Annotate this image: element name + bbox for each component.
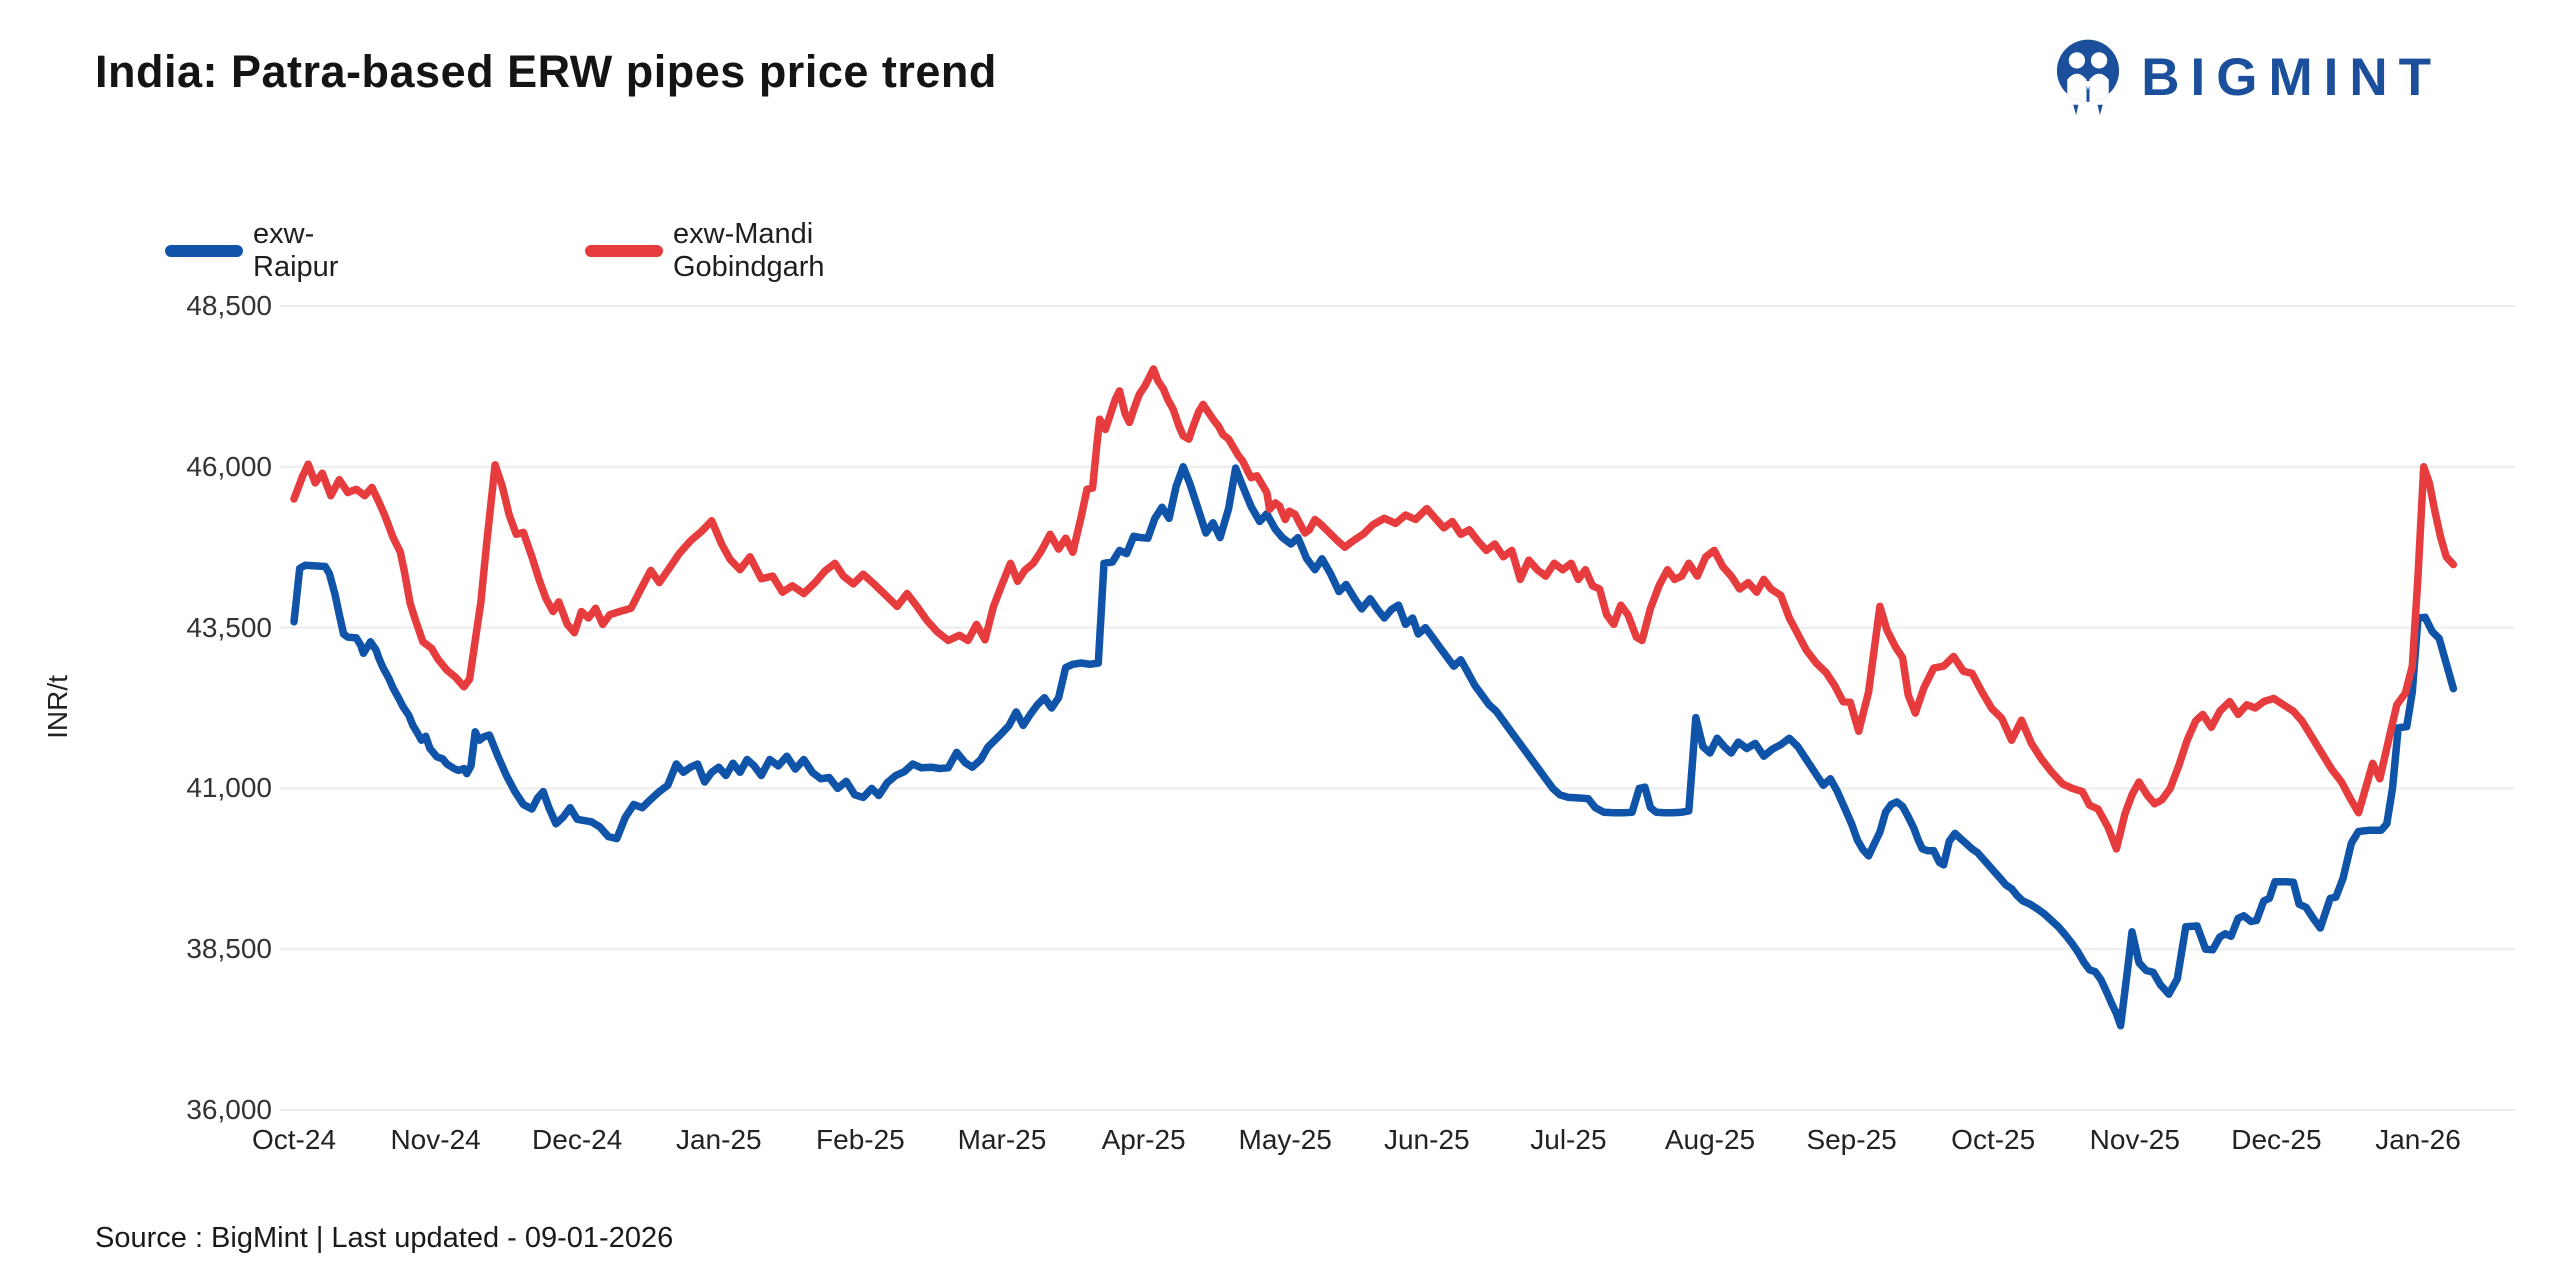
source-note: Source : BigMint | Last updated - 09-01-… bbox=[95, 1222, 674, 1254]
x-tick-May-25: May-25 bbox=[1238, 1124, 1332, 1155]
bigmint-logo-text: BIGMINT bbox=[2141, 47, 2442, 107]
x-tick-Oct-24: Oct-24 bbox=[251, 1124, 337, 1155]
y-tick-48,500: 48,500 bbox=[186, 290, 272, 321]
x-tick-Nov-24: Nov-24 bbox=[390, 1124, 481, 1155]
legend-label-mandi-gobindgarh: exw-Mandi Gobindgarh bbox=[673, 218, 825, 283]
series-line-exw-raipur bbox=[290, 463, 2458, 1030]
x-tick-Apr-25: Apr-25 bbox=[1101, 1124, 1186, 1155]
x-tick-Jan-26: Jan-26 bbox=[2375, 1124, 2461, 1155]
x-tick-Nov-25: Nov-25 bbox=[2089, 1124, 2180, 1155]
mandi-gobindgarh-line-swatch bbox=[585, 245, 663, 257]
y-tick-38,500: 38,500 bbox=[186, 933, 272, 965]
bigmint-logo: BIGMINT bbox=[2051, 38, 2442, 116]
x-tick-Mar-25: Mar-25 bbox=[957, 1124, 1047, 1155]
page-title: India: Patra-based ERW pipes price trend bbox=[95, 46, 997, 97]
x-tick-Dec-24: Dec-24 bbox=[532, 1124, 623, 1155]
y-tick-41,000: 41,000 bbox=[186, 772, 272, 804]
x-tick-Jul-25: Jul-25 bbox=[1530, 1124, 1607, 1155]
bigmint-logo-icon bbox=[2051, 38, 2125, 116]
legend-item-mandi-gobindgarh[interactable]: exw-Mandi Gobindgarh bbox=[585, 218, 825, 284]
x-tick-Dec-25: Dec-25 bbox=[2231, 1124, 2322, 1155]
y-tick-43,500: 43,500 bbox=[186, 611, 272, 643]
x-tick-Feb-25: Feb-25 bbox=[816, 1124, 905, 1155]
legend-item-raipur[interactable]: exw-Raipur bbox=[165, 218, 338, 284]
series-line-exw-mandi-gobindgarh bbox=[290, 365, 2458, 853]
y-axis-title: INR/t bbox=[42, 675, 73, 739]
y-tick-36,000: 36,000 bbox=[186, 1094, 272, 1125]
y-tick-46,000: 46,000 bbox=[186, 450, 272, 482]
x-tick-Jun-25: Jun-25 bbox=[1383, 1124, 1470, 1155]
legend-label-raipur: exw-Raipur bbox=[253, 218, 339, 283]
x-tick-Aug-25: Aug-25 bbox=[1664, 1124, 1756, 1155]
raipur-line-swatch bbox=[165, 245, 243, 257]
x-tick-Jan-25: Jan-25 bbox=[675, 1124, 762, 1155]
x-tick-Sep-25: Sep-25 bbox=[1806, 1124, 1897, 1155]
x-tick-Oct-25: Oct-25 bbox=[1951, 1124, 2036, 1155]
